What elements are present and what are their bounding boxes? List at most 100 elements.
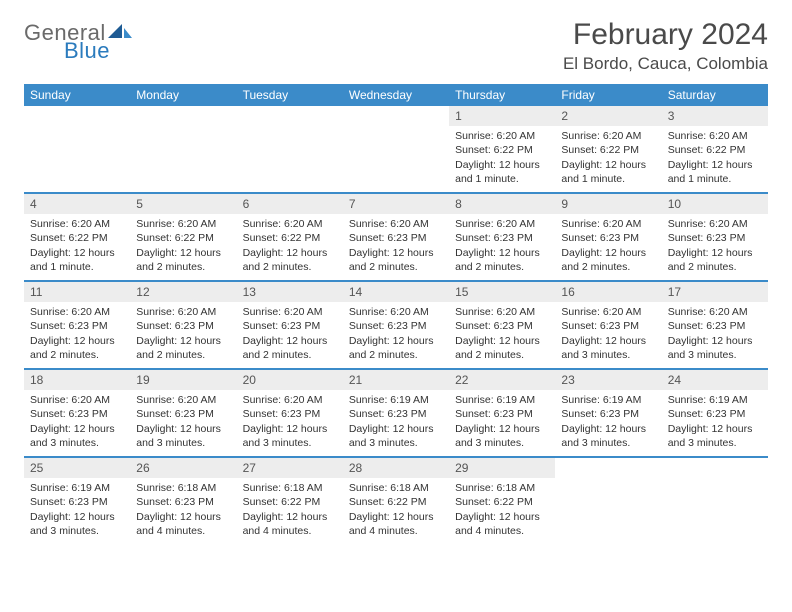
daylight-text: Daylight: 12 hours and 3 minutes. [349,422,443,450]
day-number: 5 [130,194,236,214]
sunrise-text: Sunrise: 6:20 AM [243,393,337,407]
day-header-tuesday: Tuesday [237,84,343,106]
day-body: Sunrise: 6:20 AMSunset: 6:22 PMDaylight:… [237,214,343,280]
day-body: Sunrise: 6:20 AMSunset: 6:23 PMDaylight:… [237,390,343,456]
day-number: 13 [237,282,343,302]
day-cell: 6Sunrise: 6:20 AMSunset: 6:22 PMDaylight… [237,194,343,280]
sunset-text: Sunset: 6:23 PM [349,319,443,333]
sunrise-text: Sunrise: 6:20 AM [136,217,230,231]
day-header-sunday: Sunday [24,84,130,106]
day-header-wednesday: Wednesday [343,84,449,106]
day-number: 23 [555,370,661,390]
sunset-text: Sunset: 6:23 PM [243,407,337,421]
sunrise-text: Sunrise: 6:20 AM [455,129,549,143]
day-header-row: Sunday Monday Tuesday Wednesday Thursday… [24,84,768,106]
page-header: GeneralBlue February 2024 El Bordo, Cauc… [24,18,768,74]
sunset-text: Sunset: 6:23 PM [455,319,549,333]
day-body: Sunrise: 6:19 AMSunset: 6:23 PMDaylight:… [343,390,449,456]
day-number: 11 [24,282,130,302]
sunset-text: Sunset: 6:22 PM [243,231,337,245]
day-body: Sunrise: 6:20 AMSunset: 6:22 PMDaylight:… [449,126,555,192]
day-number: 7 [343,194,449,214]
day-cell: 29Sunrise: 6:18 AMSunset: 6:22 PMDayligh… [449,458,555,544]
sunset-text: Sunset: 6:22 PM [30,231,124,245]
sunrise-text: Sunrise: 6:20 AM [455,217,549,231]
daylight-text: Daylight: 12 hours and 2 minutes. [243,246,337,274]
week-row: 18Sunrise: 6:20 AMSunset: 6:23 PMDayligh… [24,368,768,456]
daylight-text: Daylight: 12 hours and 3 minutes. [136,422,230,450]
week-row: 1Sunrise: 6:20 AMSunset: 6:22 PMDaylight… [24,106,768,192]
sunset-text: Sunset: 6:23 PM [136,319,230,333]
day-body: Sunrise: 6:19 AMSunset: 6:23 PMDaylight:… [662,390,768,456]
sunrise-text: Sunrise: 6:20 AM [455,305,549,319]
title-block: February 2024 El Bordo, Cauca, Colombia [563,18,768,74]
day-number: 4 [24,194,130,214]
day-number: 19 [130,370,236,390]
sunrise-text: Sunrise: 6:18 AM [455,481,549,495]
sunset-text: Sunset: 6:22 PM [243,495,337,509]
sunrise-text: Sunrise: 6:20 AM [136,305,230,319]
empty-cell [130,106,236,192]
day-number: 9 [555,194,661,214]
day-body: Sunrise: 6:20 AMSunset: 6:23 PMDaylight:… [24,390,130,456]
empty-cell [555,458,661,544]
day-body: Sunrise: 6:20 AMSunset: 6:23 PMDaylight:… [449,214,555,280]
day-body: Sunrise: 6:18 AMSunset: 6:22 PMDaylight:… [343,478,449,544]
sunset-text: Sunset: 6:23 PM [136,495,230,509]
day-cell: 19 Sunrise: 6:20 AMSunset: 6:23 PMDayligh… [130,370,236,456]
sunset-text: Sunset: 6:23 PM [561,319,655,333]
day-number: 18 [24,370,130,390]
location-text: El Bordo, Cauca, Colombia [563,54,768,74]
day-body: Sunrise: 6:20 AMSunset: 6:22 PMDaylight:… [662,126,768,192]
sunset-text: Sunset: 6:23 PM [561,407,655,421]
sunrise-text: Sunrise: 6:20 AM [561,129,655,143]
sunset-text: Sunset: 6:23 PM [30,319,124,333]
sunset-text: Sunset: 6:23 PM [668,231,762,245]
daylight-text: Daylight: 12 hours and 1 minute. [561,158,655,186]
sunrise-text: Sunrise: 6:20 AM [561,217,655,231]
sunrise-text: Sunrise: 6:19 AM [349,393,443,407]
day-cell: 17Sunrise: 6:20 AMSunset: 6:23 PMDayligh… [662,282,768,368]
day-number: 8 [449,194,555,214]
sunset-text: Sunset: 6:23 PM [30,407,124,421]
day-cell: 12Sunrise: 6:20 AMSunset: 6:23 PMDayligh… [130,282,236,368]
sunrise-text: Sunrise: 6:19 AM [668,393,762,407]
day-body: Sunrise: 6:20 AMSunset: 6:23 PMDaylight:… [555,214,661,280]
day-cell: 9Sunrise: 6:20 AMSunset: 6:23 PMDaylight… [555,194,661,280]
day-number: 26 [130,458,236,478]
daylight-text: Daylight: 12 hours and 4 minutes. [243,510,337,538]
day-body: Sunrise: 6:20 AMSunset: 6:23 PMDaylight:… [343,302,449,368]
day-cell: 7Sunrise: 6:20 AMSunset: 6:23 PMDaylight… [343,194,449,280]
sunset-text: Sunset: 6:23 PM [349,231,443,245]
day-body: Sunrise: 6:20 AMSunset: 6:22 PMDaylight:… [130,214,236,280]
day-body: Sunrise: 6:19 AMSunset: 6:23 PMDaylight:… [555,390,661,456]
day-cell: 23Sunrise: 6:19 AMSunset: 6:23 PMDayligh… [555,370,661,456]
day-cell: 28Sunrise: 6:18 AMSunset: 6:22 PMDayligh… [343,458,449,544]
sunrise-text: Sunrise: 6:19 AM [561,393,655,407]
daylight-text: Daylight: 12 hours and 2 minutes. [561,246,655,274]
sunrise-text: Sunrise: 6:20 AM [668,305,762,319]
daylight-text: Daylight: 12 hours and 3 minutes. [30,510,124,538]
sunrise-text: Sunrise: 6:20 AM [561,305,655,319]
day-header-monday: Monday [130,84,236,106]
daylight-text: Daylight: 12 hours and 2 minutes. [668,246,762,274]
daylight-text: Daylight: 12 hours and 1 minute. [668,158,762,186]
day-body: Sunrise: 6:20 AMSunset: 6:23 PMDaylight:… [237,302,343,368]
daylight-text: Daylight: 12 hours and 4 minutes. [349,510,443,538]
daylight-text: Daylight: 12 hours and 1 minute. [455,158,549,186]
sunset-text: Sunset: 6:22 PM [136,231,230,245]
day-body: Sunrise: 6:20 AMSunset: 6:23 PMDaylight:… [555,302,661,368]
day-body: Sunrise: 6:18 AMSunset: 6:22 PMDaylight:… [237,478,343,544]
sunrise-text: Sunrise: 6:18 AM [136,481,230,495]
day-body: Sunrise: 6:20 AMSunset: 6:23 PMDaylight:… [662,214,768,280]
sunrise-text: Sunrise: 6:19 AM [455,393,549,407]
sunrise-text: Sunrise: 6:20 AM [243,217,337,231]
day-number: 21 [343,370,449,390]
sunrise-text: Sunrise: 6:20 AM [136,393,230,407]
sunset-text: Sunset: 6:23 PM [136,407,230,421]
day-number: 24 [662,370,768,390]
day-number: 28 [343,458,449,478]
day-cell: 14Sunrise: 6:20 AMSunset: 6:23 PMDayligh… [343,282,449,368]
day-cell: 8Sunrise: 6:20 AMSunset: 6:23 PMDaylight… [449,194,555,280]
day-number: 29 [449,458,555,478]
